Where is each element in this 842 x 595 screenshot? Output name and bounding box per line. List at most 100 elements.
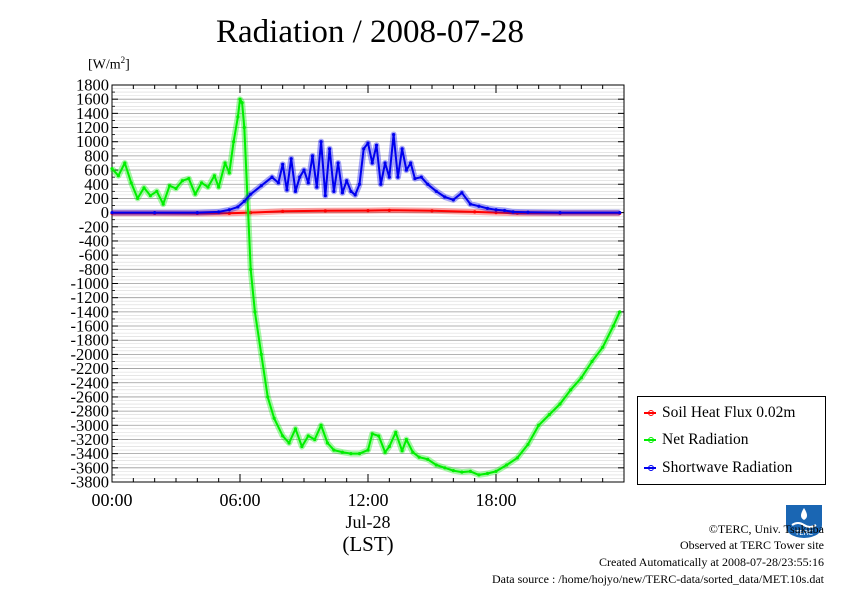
y-tick-label: 1000	[76, 132, 109, 151]
y-tick-label: -2600	[71, 387, 110, 406]
data-point-1	[434, 463, 438, 467]
data-point-2	[332, 189, 336, 193]
data-point-1	[227, 171, 231, 175]
data-point-1	[377, 434, 381, 438]
data-point-2	[349, 189, 353, 193]
data-point-2	[353, 193, 357, 197]
y-tick-label: 1200	[76, 118, 109, 137]
legend-swatch-soil-heat-flux	[644, 410, 656, 416]
data-point-1	[340, 450, 344, 454]
data-point-2	[298, 175, 302, 179]
data-point-0	[430, 209, 434, 213]
data-point-1	[168, 184, 172, 188]
data-point-0	[227, 211, 231, 215]
y-tick-label: -2400	[71, 373, 110, 392]
data-point-1	[180, 179, 184, 183]
data-point-1	[590, 359, 594, 364]
data-point-1	[287, 441, 291, 445]
y-tick-label: -3800	[71, 473, 110, 492]
data-point-1	[200, 181, 204, 185]
data-point-1	[460, 470, 464, 474]
data-point-2	[110, 211, 114, 215]
data-point-1	[515, 456, 519, 460]
data-point-2	[242, 199, 246, 203]
data-point-1	[272, 416, 276, 420]
data-point-1	[426, 457, 430, 461]
x-axis-date-label: Jul-28	[345, 512, 391, 532]
data-point-1	[217, 185, 221, 189]
data-point-2	[270, 175, 274, 179]
data-point-1	[155, 189, 159, 193]
legend-swatch-net-radiation	[644, 437, 656, 443]
y-tick-label: 0	[101, 203, 109, 222]
y-tick-label: 1600	[76, 90, 109, 109]
footer-copyright: ©TERC, Univ. Tsukuba	[708, 522, 824, 536]
data-point-1	[417, 455, 421, 459]
data-point-1	[206, 185, 210, 189]
data-point-1	[236, 115, 240, 119]
y-tick-label: -600	[79, 246, 109, 265]
footer-source: Data source : /home/hojyo/new/TERC-data/…	[491, 572, 824, 586]
data-point-1	[485, 471, 490, 476]
data-point-1	[306, 434, 310, 438]
data-point-1	[394, 430, 398, 434]
legend-label-net-radiation: Net Radiation	[662, 431, 749, 448]
data-point-1	[212, 174, 216, 178]
data-point-1	[116, 174, 120, 178]
data-point-1	[238, 97, 242, 101]
data-point-1	[547, 413, 551, 417]
data-point-1	[611, 324, 615, 328]
y-tick-label: -1800	[71, 331, 110, 350]
data-point-1	[387, 444, 391, 449]
data-point-1	[411, 450, 415, 454]
logo-text: TERC	[794, 529, 813, 537]
y-axis-unit-close: ]	[125, 57, 130, 73]
data-point-1	[400, 449, 404, 453]
data-point-2	[281, 162, 285, 166]
data-point-1	[253, 310, 257, 314]
data-point-2	[485, 206, 490, 210]
data-point-2	[195, 211, 199, 215]
legend-item-soil-heat-flux: Soil Heat Flux 0.02m	[644, 403, 795, 423]
y-tick-label: -2000	[71, 345, 110, 364]
legend-swatch-shortwave-radiation	[644, 465, 656, 471]
data-point-2	[306, 181, 310, 185]
data-point-1	[558, 402, 562, 406]
data-point-2	[374, 143, 379, 147]
chart-title: Radiation / 2008-07-28	[216, 14, 524, 50]
data-point-1	[537, 423, 541, 427]
data-point-1	[366, 448, 370, 452]
y-tick-label: -3000	[71, 416, 110, 435]
data-point-2	[289, 157, 293, 161]
x-axis-title: (LST)	[342, 532, 394, 556]
data-point-0	[366, 209, 370, 213]
data-point-1	[293, 427, 298, 431]
data-point-2	[468, 202, 472, 206]
data-point-1	[148, 193, 152, 198]
data-point-1	[601, 345, 605, 349]
x-tick-label: 12:00	[347, 490, 388, 510]
data-point-1	[313, 437, 317, 442]
y-tick-label: 200	[84, 189, 109, 208]
y-tick-label: -3600	[71, 458, 110, 477]
y-tick-label: -3400	[71, 444, 110, 463]
data-point-2	[153, 211, 157, 215]
data-point-1	[123, 161, 127, 165]
data-point-2	[249, 192, 253, 196]
data-point-2	[217, 210, 221, 214]
footer-observed: Observed at TERC Tower site	[679, 538, 824, 552]
y-tick-label: -200	[79, 217, 109, 236]
data-point-1	[618, 310, 622, 314]
data-point-2	[409, 161, 413, 165]
y-tick-label: 800	[84, 146, 109, 165]
data-point-1	[242, 125, 246, 130]
data-point-2	[400, 147, 404, 151]
y-tick-label: -1400	[71, 302, 110, 321]
y-axis-unit-superscript: 2	[120, 55, 126, 65]
data-point-1	[174, 186, 178, 191]
data-point-2	[404, 168, 408, 172]
data-point-2	[227, 208, 231, 212]
data-point-1	[569, 388, 573, 392]
data-point-2	[293, 189, 298, 193]
